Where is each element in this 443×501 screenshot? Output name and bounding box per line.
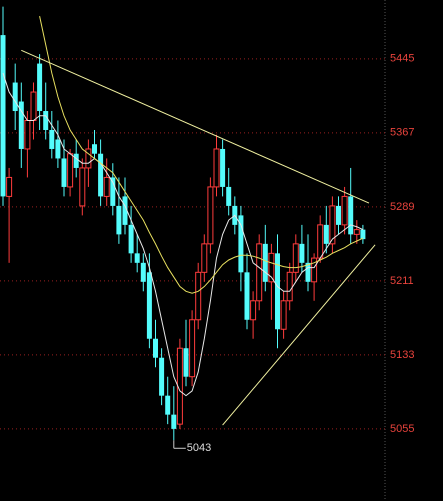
- low-annotation: 5043: [187, 442, 211, 454]
- candle-body: [79, 167, 86, 207]
- candle-body: [43, 111, 49, 130]
- candle-body: [49, 129, 55, 149]
- candle-body: [98, 153, 104, 197]
- candle-body: [12, 82, 18, 112]
- y-tick-label: 5289: [390, 201, 414, 213]
- candle-body: [201, 243, 208, 273]
- candle-body: [159, 357, 165, 396]
- candle-body: [286, 271, 293, 302]
- candle-body: [189, 319, 196, 378]
- candle-body: [268, 252, 275, 283]
- candle-body: [30, 91, 37, 122]
- candle-body: [61, 158, 67, 187]
- candle-body: [55, 139, 61, 159]
- candle-body: [140, 262, 146, 282]
- candle-body: [360, 229, 366, 240]
- candle-body: [336, 205, 341, 225]
- candle-body: [103, 176, 110, 197]
- y-tick-label: 5133: [390, 349, 414, 361]
- y-tick-label: 5367: [390, 127, 414, 139]
- candle-body: [24, 120, 31, 150]
- y-tick-label: 5055: [390, 423, 414, 435]
- candle-body: [195, 271, 202, 321]
- candle-body: [92, 144, 97, 154]
- trendline: [21, 49, 370, 204]
- candle-body: [311, 257, 318, 283]
- y-tick-label: 5445: [390, 53, 414, 65]
- candle-body: [353, 229, 360, 235]
- moving-average: [2, 72, 364, 397]
- candle-body: [317, 224, 324, 259]
- candle-body: [305, 262, 311, 282]
- trendline: [222, 244, 376, 426]
- candle-body: [348, 196, 354, 235]
- candle-body: [37, 63, 43, 112]
- candle-body: [165, 395, 171, 415]
- candle-body: [0, 35, 6, 197]
- candle-body: [18, 101, 24, 149]
- candle-body: [67, 153, 74, 188]
- candle-body: [134, 253, 140, 263]
- candle-body: [244, 272, 250, 320]
- candle-body: [183, 348, 189, 377]
- candle-body: [110, 177, 116, 206]
- candle-body: [146, 272, 152, 339]
- y-tick-label: 5211: [390, 275, 414, 287]
- candle-body: [292, 243, 299, 273]
- candle-body: [323, 224, 329, 244]
- candle-body: [207, 186, 214, 245]
- candle-body: [275, 253, 280, 330]
- candle-body: [256, 243, 263, 302]
- candle-body: [116, 205, 122, 235]
- candle-body: [220, 148, 226, 187]
- candle-body: [329, 205, 336, 245]
- candle-body: [6, 176, 13, 197]
- candle-body: [250, 300, 257, 321]
- candle-body: [299, 243, 305, 263]
- candle-body: [153, 338, 158, 358]
- candle-body: [226, 186, 232, 206]
- candle-body: [171, 414, 177, 429]
- candle-body: [213, 148, 220, 188]
- candle-body: [73, 153, 79, 168]
- candle-body: [280, 300, 287, 330]
- candle-body: [341, 195, 348, 226]
- candle-body: [122, 196, 128, 225]
- candle-body: [238, 215, 244, 273]
- candle-body: [85, 148, 92, 169]
- candle-body: [262, 243, 268, 282]
- moving-average: [39, 16, 364, 294]
- candle-body: [128, 224, 134, 254]
